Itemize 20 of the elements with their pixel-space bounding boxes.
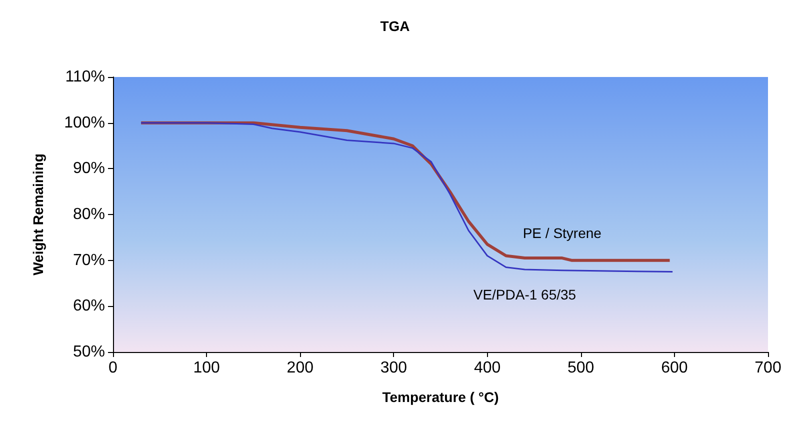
x-tick-label: 0 (108, 360, 118, 376)
x-tick-label: 500 (568, 360, 594, 376)
x-tick-label: 100 (193, 360, 220, 376)
x-tick-label: 700 (754, 360, 782, 376)
x-tick-label: 300 (380, 360, 408, 376)
x-tick-label: 200 (286, 360, 314, 376)
x-tick-label: 400 (474, 360, 501, 376)
y-tick-label: 50% (72, 344, 105, 360)
x-tick-label: 600 (661, 360, 688, 376)
x-axis-title: Temperature ( °C) (382, 389, 499, 405)
y-tick-label: 80% (72, 206, 105, 223)
y-tick-label: 90% (72, 160, 105, 178)
series-label: PE / Styrene (522, 225, 602, 242)
chart-title: TGA (380, 18, 410, 34)
series-label: VE/PDA-1 65/35 (473, 286, 576, 302)
y-tick-label: 100% (64, 114, 105, 132)
y-tick-label: 110% (65, 68, 105, 86)
y-tick-label: 60% (72, 298, 105, 315)
y-axis-title: Weight Remaining (30, 154, 46, 276)
y-tick-label: 70% (72, 252, 105, 269)
